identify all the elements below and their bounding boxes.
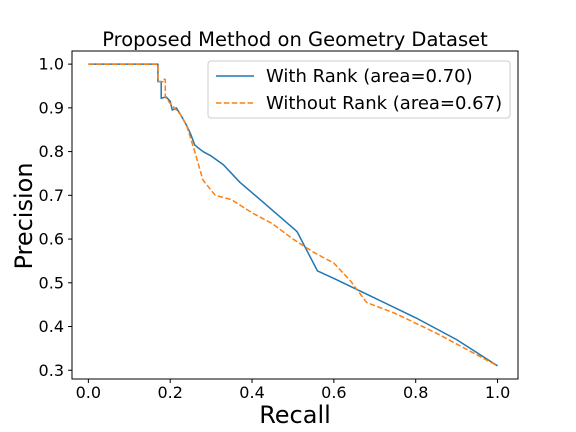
axis-ticks: 0.0 0.2 0.4 0.6 0.8 1.0 0.3 0.4 0.5 0.6 0.7 0.8 0.9 1… bbox=[39, 55, 511, 402]
chart-title: Proposed Method on Geometry Dataset bbox=[102, 28, 488, 51]
plot-area-frame bbox=[71, 50, 519, 380]
y-tick-label: 0.8 bbox=[39, 142, 64, 161]
legend: With Rank (area=0.70) Without Rank (area=… bbox=[207, 60, 511, 119]
y-axis-label: Precision bbox=[10, 162, 38, 269]
x-tick-label: 0.0 bbox=[76, 383, 101, 402]
y-tick-label: 0.6 bbox=[39, 230, 64, 249]
y-tick-label: 0.7 bbox=[39, 186, 64, 205]
series-line-1 bbox=[88, 63, 498, 367]
y-tick-label: 0.9 bbox=[39, 98, 64, 117]
y-tick-label: 0.4 bbox=[39, 317, 64, 336]
legend-label-2: Without Rank (area=0.67) bbox=[266, 93, 502, 114]
legend-box bbox=[207, 60, 511, 119]
series-line-2 bbox=[88, 63, 498, 367]
y-tick-label: 1.0 bbox=[39, 55, 64, 74]
legend-label-1: With Rank (area=0.70) bbox=[266, 66, 473, 87]
x-tick-label: 0.2 bbox=[157, 383, 182, 402]
x-tick-label: 1.0 bbox=[485, 383, 510, 402]
series-lines bbox=[88, 63, 498, 367]
x-axis-label: Recall bbox=[259, 401, 331, 429]
y-tick-label: 0.3 bbox=[39, 361, 64, 380]
x-tick-label: 0.6 bbox=[321, 383, 346, 402]
x-tick-label: 0.8 bbox=[403, 383, 428, 402]
x-tick-label: 0.4 bbox=[239, 383, 264, 402]
y-tick-label: 0.5 bbox=[39, 273, 64, 292]
